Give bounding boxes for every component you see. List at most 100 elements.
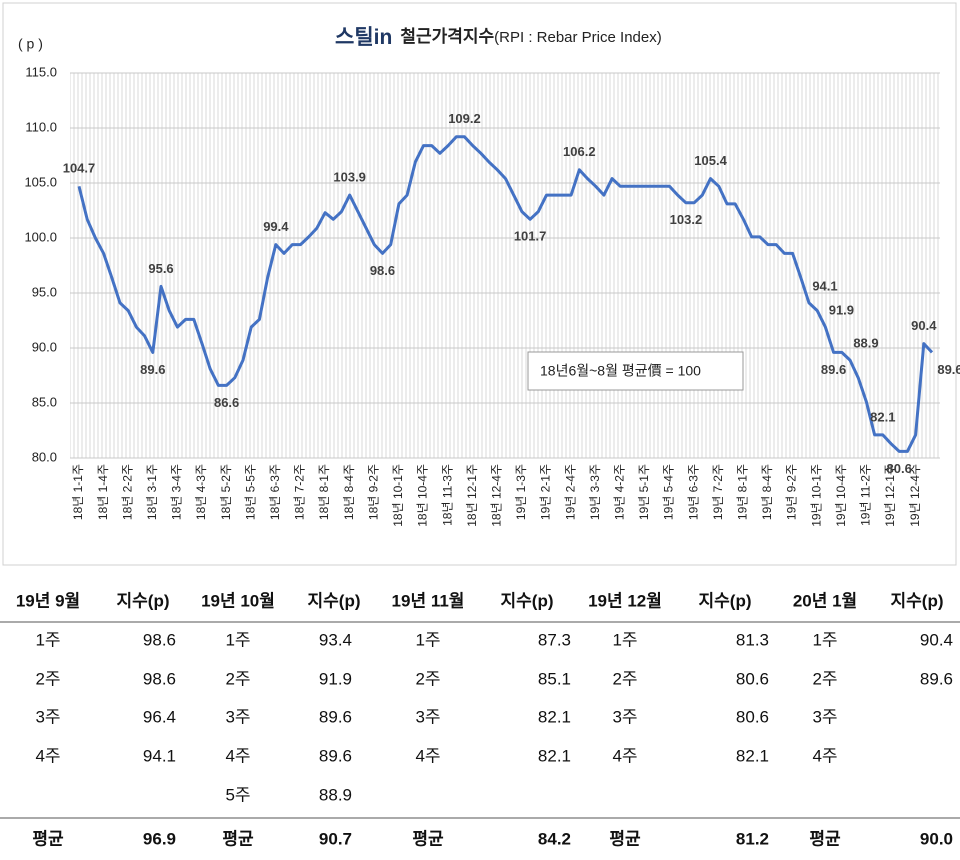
table-header: 20년 1월	[793, 591, 857, 610]
table-cell: 82.1	[538, 707, 571, 726]
table-cell: 3주	[35, 707, 60, 726]
table-cell: 82.1	[538, 746, 571, 765]
x-tick-label: 19년 10-4주	[834, 464, 848, 527]
data-label: 105.4	[694, 153, 727, 168]
data-label: 104.7	[63, 161, 96, 176]
table-average: 96.9	[143, 829, 176, 848]
x-tick-label: 19년 2-1주	[539, 464, 553, 520]
x-tick-label: 18년 9-2주	[366, 464, 380, 520]
table-cell: 94.1	[143, 746, 176, 765]
data-label: 98.6	[370, 263, 395, 278]
title: 철근가격지수	[400, 27, 494, 46]
table-cell: 98.6	[143, 669, 176, 688]
data-label: 101.7	[514, 229, 547, 244]
table-cell: 91.9	[319, 669, 352, 688]
table-cell: 3주	[612, 707, 637, 726]
table-header: 지수(p)	[501, 591, 554, 610]
table-cell: 1주	[415, 630, 440, 649]
table-cell: 1주	[225, 630, 250, 649]
table-cell: 89.6	[920, 669, 953, 688]
table-cell: 4주	[35, 746, 60, 765]
x-tick-label: 18년 4-3주	[194, 464, 208, 520]
data-label: 91.9	[829, 303, 854, 318]
x-tick-label: 18년 7-2주	[293, 464, 307, 520]
data-label: 103.9	[333, 170, 366, 185]
x-tick-label: 18년 12-4주	[489, 464, 503, 527]
x-tick-label: 19년 1-3주	[514, 464, 528, 520]
table-average: 81.2	[736, 829, 769, 848]
y-tick-label: 90.0	[32, 339, 57, 354]
table-cell: 1주	[612, 630, 637, 649]
x-tick-label: 19년 7-2주	[711, 464, 725, 520]
data-label: 80.6	[887, 461, 912, 476]
table-header: 19년 9월	[16, 591, 80, 610]
table-cell: 3주	[225, 707, 250, 726]
data-label: 103.2	[670, 212, 703, 227]
plot-area	[70, 73, 940, 458]
table-cell: 4주	[612, 746, 637, 765]
x-tick-label: 19년 9-2주	[785, 464, 799, 520]
data-label: 89.6	[937, 362, 960, 377]
x-tick-label: 19년 5-1주	[637, 464, 651, 520]
x-tick-label: 18년 6-3주	[268, 464, 282, 520]
table-average: 평균	[609, 829, 641, 848]
brand: 스틸in	[335, 26, 392, 49]
x-tick-label: 19년 10-1주	[809, 464, 823, 527]
table-cell: 2주	[35, 669, 60, 688]
x-tick-label: 19년 2-4주	[563, 464, 577, 520]
table-average: 평균	[32, 829, 64, 848]
table-cell: 2주	[415, 669, 440, 688]
y-tick-label: 85.0	[32, 394, 57, 409]
table-cell: 3주	[812, 707, 837, 726]
table-average: 90.7	[319, 829, 352, 848]
table-cell: 80.6	[736, 669, 769, 688]
y-tick-label: 115.0	[25, 64, 57, 79]
x-tick-label: 19년 4-2주	[612, 464, 626, 520]
table-header: 지수(p)	[891, 591, 944, 610]
y-tick-label: 105.0	[24, 174, 57, 189]
table-cell: 4주	[225, 746, 250, 765]
data-label: 86.6	[214, 395, 239, 410]
table-cell: 4주	[415, 746, 440, 765]
x-tick-label: 18년 10-4주	[416, 464, 430, 527]
table-average: 평균	[412, 829, 444, 848]
x-tick-label: 19년 8-1주	[736, 464, 750, 520]
x-tick-label: 19년 5-4주	[662, 464, 676, 520]
data-label: 95.6	[148, 261, 173, 276]
table-header: 19년 10월	[201, 591, 275, 610]
table-cell: 98.6	[143, 630, 176, 649]
y-tick-label: 80.0	[32, 449, 57, 464]
table-header: 지수(p)	[117, 591, 170, 610]
table-cell: 88.9	[319, 785, 352, 804]
table-cell: 81.3	[736, 630, 769, 649]
table-cell: 80.6	[736, 707, 769, 726]
table-cell: 4주	[812, 746, 837, 765]
data-label: 88.9	[853, 336, 878, 351]
data-label: 106.2	[563, 144, 596, 159]
x-tick-label: 18년 1-4주	[96, 464, 110, 520]
table-cell: 89.6	[319, 746, 352, 765]
x-tick-label: 18년 5-2주	[219, 464, 233, 520]
x-tick-label: 19년 12-4주	[908, 464, 922, 527]
y-tick-label: 110.0	[25, 119, 57, 134]
table-header: 19년 12월	[588, 591, 662, 610]
y-tick-label: 95.0	[32, 284, 57, 299]
table-header: 지수(p)	[308, 591, 361, 610]
x-tick-label: 18년 5-5주	[243, 464, 257, 520]
table-cell: 96.4	[143, 707, 176, 726]
table-cell: 1주	[35, 630, 60, 649]
table-cell: 90.4	[920, 630, 953, 649]
x-tick-label: 19년 11-2주	[859, 464, 873, 526]
table-cell: 85.1	[538, 669, 571, 688]
data-label: 89.6	[140, 362, 165, 377]
x-tick-label: 19년 8-4주	[760, 464, 774, 520]
x-tick-label: 18년 12-1주	[465, 464, 479, 527]
subtitle: (RPI : Rebar Price Index)	[494, 29, 662, 46]
table-cell: 87.3	[538, 630, 571, 649]
x-tick-label: 18년 2-2주	[120, 464, 134, 520]
x-tick-label: 18년 1-1주	[71, 464, 85, 520]
y-axis-label: ( p )	[18, 36, 43, 52]
table-cell: 93.4	[319, 630, 352, 649]
x-tick-label: 18년 3-4주	[170, 464, 184, 520]
table-average: 평균	[222, 829, 254, 848]
